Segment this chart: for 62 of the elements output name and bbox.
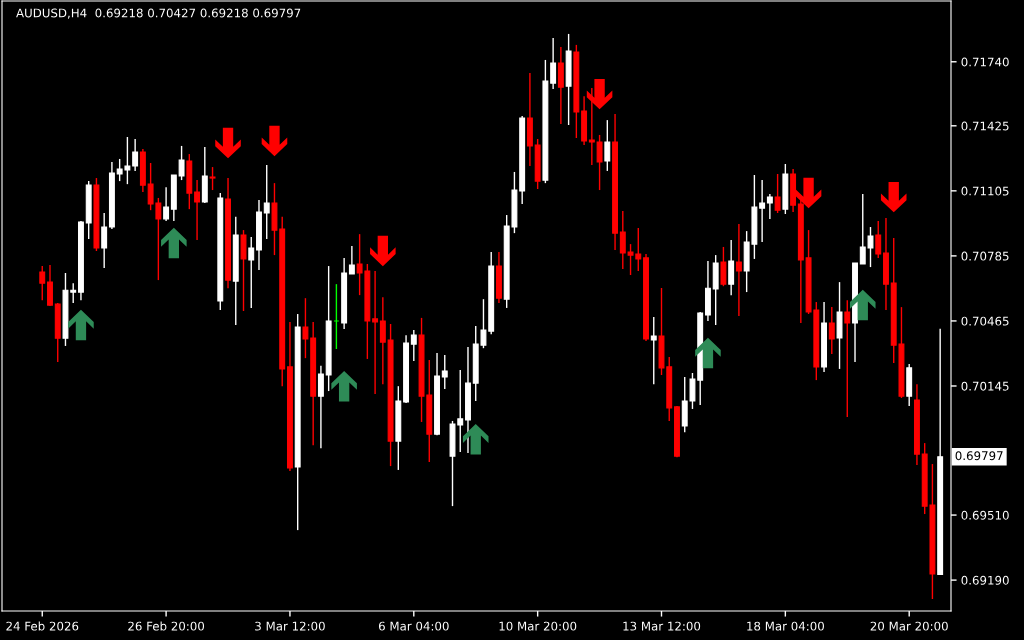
candlestick: [766, 193, 773, 220]
candlestick: [735, 223, 742, 317]
candlestick: [209, 166, 216, 191]
candlestick: [875, 220, 882, 259]
point: [695, 337, 721, 369]
candlestick: [441, 354, 448, 390]
candlestick: [720, 246, 727, 287]
y-tick-label: 0.69190: [961, 575, 1009, 585]
candlestick: [550, 37, 557, 90]
point: [849, 289, 876, 321]
point: [68, 309, 94, 341]
point: [795, 177, 822, 209]
text: AUDUSD,H4 0.69218 0.70427 0.69218 0.69797: [16, 8, 301, 19]
candlestick: [828, 306, 835, 355]
point: [586, 78, 613, 110]
x-tick-label: 26 Feb 20:00: [128, 621, 205, 631]
point: [880, 181, 907, 213]
candlestick: [410, 329, 417, 362]
candlestick: [317, 365, 324, 449]
y-tick-label: 0.70145: [961, 381, 1009, 391]
x-tick-label: 20 Mar 20:00: [870, 621, 948, 631]
point: [370, 235, 396, 267]
text: 0.69797: [955, 451, 1003, 461]
y-tick-label: 0.70785: [961, 251, 1009, 261]
point: [462, 424, 489, 455]
candlestick: [263, 164, 270, 240]
candlestick: [333, 283, 340, 350]
y-tick-label: 0.71105: [961, 186, 1009, 196]
candlestick: [650, 316, 657, 385]
candlestick: [101, 212, 108, 269]
x-tick-label: 24 Feb 2026: [6, 621, 79, 631]
candlestick: [372, 270, 379, 395]
y-tick-label: 0.70465: [961, 316, 1009, 326]
candlestick: [132, 138, 139, 172]
candlestick: [163, 186, 170, 222]
candlestick: [47, 264, 53, 307]
candlestick: [178, 145, 185, 181]
x-tick-label: 10 Mar 20:00: [499, 621, 577, 631]
candlestick: [240, 229, 247, 312]
point: [261, 125, 288, 157]
point: [161, 227, 187, 259]
point: [331, 370, 357, 402]
candlestick: [194, 179, 201, 241]
candlestick: [348, 245, 355, 275]
candlestick: [774, 173, 781, 214]
candlestick: [759, 179, 766, 243]
candlestick: [596, 134, 603, 191]
x-tick-label: 18 Mar 04:00: [747, 621, 824, 631]
candlestick: [379, 296, 386, 385]
candlestick: [604, 119, 611, 172]
y-tick-label: 0.71740: [961, 57, 1009, 67]
candlestick: [248, 236, 255, 309]
point: [215, 127, 241, 159]
y-tick-label: 0.69510: [961, 510, 1009, 520]
candlestick: [728, 239, 735, 296]
candlestick: [844, 299, 851, 418]
x-tick-label: 13 Mar 12:00: [623, 621, 701, 631]
x-tick-label: 3 Mar 12:00: [255, 621, 325, 631]
candlestick: [39, 265, 46, 301]
y-tick-label: 0.71425: [961, 121, 1009, 131]
x-tick-label: 6 Mar 04:00: [378, 621, 449, 631]
candlestick: [302, 297, 309, 359]
